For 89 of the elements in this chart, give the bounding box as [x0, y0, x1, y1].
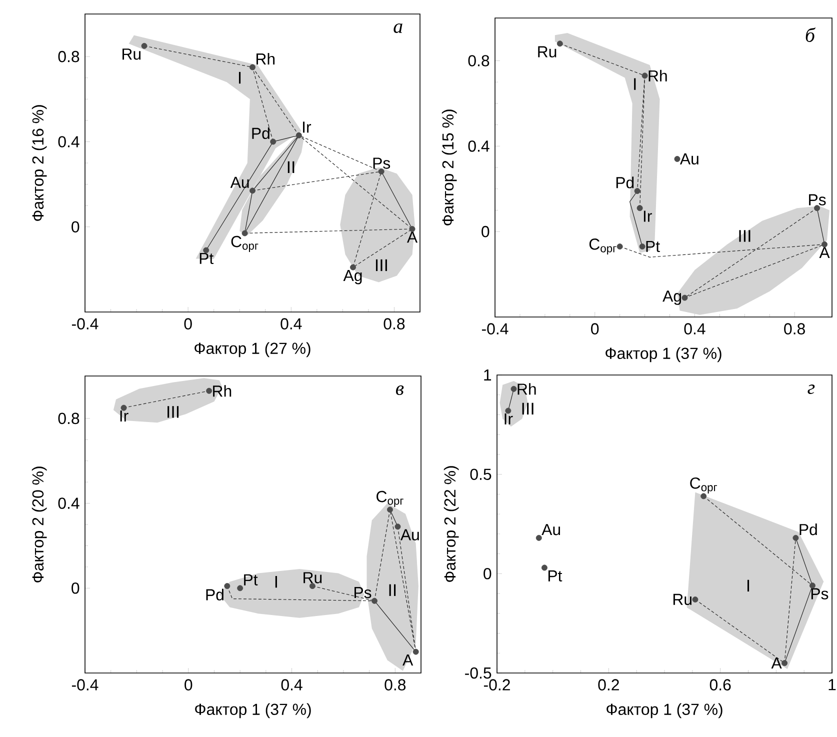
- x-tick-label: -0.4: [72, 679, 98, 690]
- y-tick-label: 0: [72, 582, 80, 594]
- x-tick-label: -0.4: [482, 323, 508, 334]
- y-tick-label: 0.8: [58, 50, 80, 62]
- x-tick-label: 0.4: [280, 318, 302, 330]
- annotation: III: [168, 406, 179, 418]
- y-tick-label: 0.4: [468, 140, 490, 152]
- series-label: Ru: [538, 46, 556, 58]
- x-tick-label: -0.4: [72, 318, 98, 330]
- series-label: Pt: [200, 252, 214, 264]
- series-label: Pt: [244, 574, 258, 586]
- series-label: Au: [400, 529, 419, 540]
- series-label: A: [402, 654, 414, 666]
- x-tick-label: 0.6: [710, 679, 731, 690]
- x-tick-label: 0.2: [598, 679, 619, 690]
- series-label: Ru: [122, 48, 141, 60]
- y-axis-title: Фактор 2 (22 %): [444, 466, 459, 582]
- x-tick-label: 0: [184, 679, 192, 690]
- y-tick-label: 0.4: [58, 136, 80, 148]
- x-axis-title: Фактор 1 (37 %): [606, 703, 722, 718]
- y-tick-label: 0.4: [58, 498, 80, 509]
- x-tick-label: 0.8: [384, 679, 406, 690]
- series-label: Ps: [354, 587, 372, 598]
- chart-title: б: [806, 27, 816, 42]
- annotation: I: [275, 576, 277, 588]
- annotation: III: [522, 402, 534, 414]
- series-label: Ps: [809, 194, 826, 206]
- series-label: Ag: [662, 290, 682, 305]
- series-label: A: [406, 232, 418, 243]
- y-axis-title: Фактор 2 (15 %): [442, 110, 457, 226]
- x-tick-label: -0.2: [484, 679, 510, 690]
- y-tick-label: 1: [484, 370, 492, 380]
- series-label: Ir: [303, 122, 312, 133]
- series-label: C$_{орг}$: [589, 238, 616, 255]
- series-label: Ir: [504, 413, 513, 424]
- chart-title: г: [808, 384, 815, 394]
- annotation: II: [389, 584, 396, 596]
- series-label: Ru: [673, 594, 692, 606]
- x-tick-label: 0.4: [684, 323, 706, 334]
- series-label: C$_{орг}$: [231, 236, 258, 252]
- series-label: Rh: [256, 52, 275, 65]
- annotation: I: [747, 580, 750, 592]
- x-tick-label: 0.8: [784, 323, 805, 334]
- series-label: Pd: [800, 524, 817, 536]
- y-tick-label: -0.5: [465, 667, 492, 679]
- y-tick-label: 0: [72, 221, 80, 232]
- x-tick-label: 0: [591, 323, 599, 334]
- series-label: Rh: [213, 385, 232, 397]
- annotation: II: [288, 161, 294, 173]
- chart-title: а: [394, 23, 402, 34]
- annotation: I: [238, 72, 241, 84]
- y-axis-title: Фактор 2 (16 %): [32, 105, 47, 221]
- series-label: Pt: [646, 240, 660, 252]
- series-label: Rh: [518, 383, 536, 395]
- series-label: Rh: [648, 70, 667, 82]
- series-label: Ir: [120, 410, 128, 422]
- x-axis-title: Фактор 1 (27 %): [194, 342, 310, 358]
- series-label: Pd: [252, 127, 270, 140]
- annotation: III: [739, 230, 750, 242]
- x-tick-label: 1: [828, 679, 836, 690]
- y-tick-label: 0: [484, 568, 492, 580]
- series-label: Au: [542, 524, 560, 536]
- y-axis-title: Фактор 2 (20 %): [32, 466, 47, 582]
- x-tick-label: 0: [184, 318, 192, 330]
- series-label: Pd: [206, 588, 224, 600]
- series-label: Ag: [343, 270, 362, 284]
- annotation: I: [634, 78, 636, 90]
- series-label: Au: [230, 176, 249, 188]
- series-label: A: [819, 247, 830, 258]
- series-label: A: [771, 658, 782, 669]
- series-label: Ps: [811, 588, 828, 600]
- series-label: C$_{орг}$: [376, 490, 404, 507]
- chart-title: в: [396, 385, 404, 396]
- series-label: Ru: [304, 572, 322, 584]
- x-axis-title: Фактор 1 (37 %): [606, 347, 722, 362]
- series-label: C$_{орг}$: [690, 477, 718, 494]
- x-tick-label: 0.8: [384, 318, 405, 330]
- series-label: Ir: [644, 210, 652, 222]
- x-tick-label: 0.4: [281, 679, 302, 690]
- series-label: Ps: [373, 158, 390, 169]
- y-tick-label: 0.8: [58, 412, 80, 424]
- x-axis-title: Фактор 1 (37 %): [195, 703, 311, 718]
- annotation: III: [376, 259, 387, 272]
- series-label: Au: [680, 153, 698, 165]
- y-tick-label: 0.8: [468, 55, 490, 66]
- y-tick-label: 0: [482, 226, 490, 238]
- y-tick-label: 0.5: [470, 468, 492, 480]
- series-label: Pd: [616, 176, 634, 188]
- series-label: Pt: [548, 570, 562, 582]
